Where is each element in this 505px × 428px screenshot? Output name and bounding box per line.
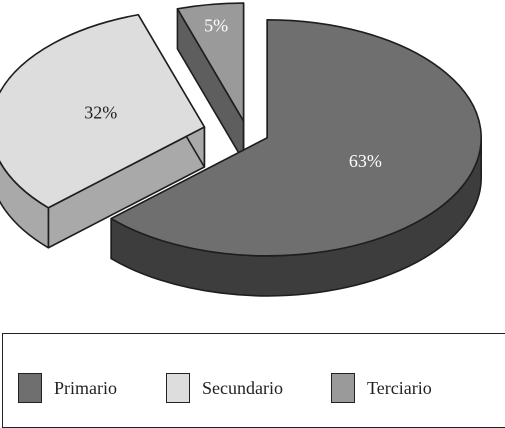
pie-slice-secundario: 32% <box>0 13 206 249</box>
legend-item-terciario: Terciario <box>331 373 432 403</box>
pie-slice-terciario: 5% <box>176 2 245 162</box>
legend-item-secundario: Secundario <box>166 373 283 403</box>
pie-slice-secundario-top <box>0 13 206 209</box>
legend-swatch-primario <box>18 373 42 403</box>
legend: Primario Secundario Terciario <box>2 333 505 428</box>
data-label-terciario: 5% <box>204 15 228 35</box>
legend-item-primario: Primario <box>18 373 117 403</box>
legend-label-terciario: Terciario <box>367 377 432 398</box>
legend-label-secundario: Secundario <box>202 377 283 398</box>
pie-slice-terciario-top <box>176 2 245 122</box>
legend-swatch-secundario <box>166 373 190 403</box>
data-label-primario: 63% <box>349 151 382 171</box>
legend-swatch-terciario <box>331 373 355 403</box>
pie-slice-primario: 63% <box>110 19 482 297</box>
pie-chart: 32% 5% 63% <box>0 2 482 297</box>
data-label-secundario: 32% <box>84 102 117 122</box>
pie-slice-primario-top <box>110 19 482 257</box>
legend-label-primario: Primario <box>54 377 117 398</box>
